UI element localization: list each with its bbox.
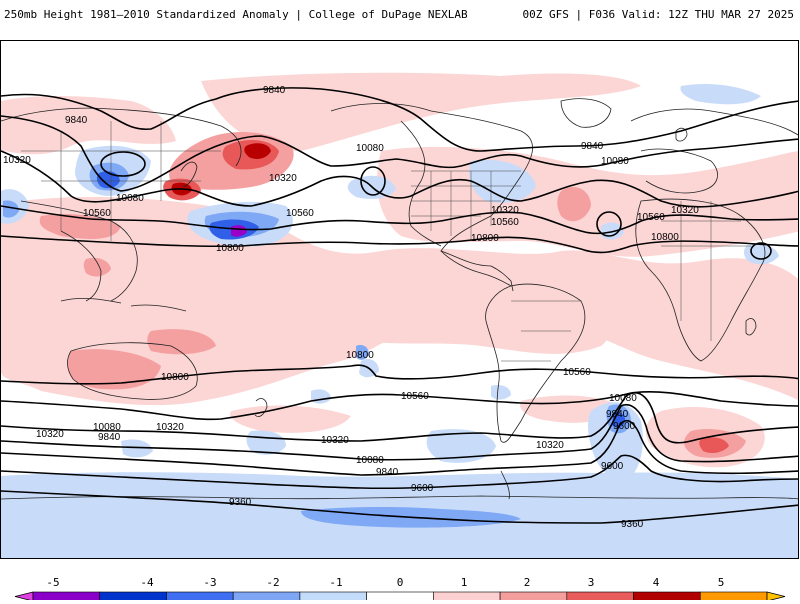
anomaly-map[interactable]: 9840 10320 10080 10560 10800 10320 10080… bbox=[1, 41, 799, 559]
model-run-info: 00Z GFS | F036 Valid: 12Z THU MAR 27 202… bbox=[522, 8, 794, 21]
colorbar-swatch bbox=[166, 591, 234, 602]
contour-10560-south bbox=[1, 391, 798, 421]
contour-9600-south bbox=[1, 454, 798, 490]
contour-label: 10320 bbox=[671, 205, 699, 216]
contour-label: 10560 bbox=[491, 217, 519, 228]
contour-10320-north bbox=[1, 150, 798, 208]
contour-label: 10800 bbox=[471, 233, 499, 244]
contour-9840-south bbox=[1, 419, 798, 476]
contour-label: 10080 bbox=[116, 193, 144, 204]
closed-low-africa bbox=[750, 242, 772, 260]
contour-10080-north bbox=[1, 115, 798, 192]
contour-label: 9360 bbox=[621, 519, 644, 530]
contour-label: 10560 bbox=[637, 212, 665, 223]
colorbar-tick-label: 0 bbox=[396, 576, 404, 589]
colorbar-tick-label: -2 bbox=[266, 576, 280, 589]
colorbar-svg bbox=[14, 591, 786, 602]
contour-label: 10080 bbox=[609, 393, 637, 404]
colorbar-swatch bbox=[699, 591, 768, 602]
colorbar-tick-label: 1 bbox=[460, 576, 468, 589]
contour-label: 10080 bbox=[356, 455, 384, 466]
colorbar-swatch bbox=[99, 591, 167, 602]
contour-label: 10320 bbox=[491, 205, 519, 216]
colorbar-tick-label: -3 bbox=[203, 576, 217, 589]
colorbar-swatch bbox=[633, 591, 701, 602]
negative-anomaly-extreme bbox=[231, 225, 247, 237]
contour-label: 9600 bbox=[613, 421, 636, 432]
contour-label: 10320 bbox=[536, 440, 564, 451]
contour-label: 9360 bbox=[229, 497, 252, 508]
colorbar-swatch bbox=[566, 591, 634, 602]
contour-label: 10560 bbox=[83, 208, 111, 219]
contour-label: 10320 bbox=[321, 435, 349, 446]
contour-10080-south bbox=[1, 404, 798, 463]
contour-label: 9600 bbox=[411, 483, 434, 494]
political-boundaries bbox=[21, 121, 751, 362]
colorbar-swatch bbox=[366, 591, 434, 602]
colorbar bbox=[0, 570, 800, 602]
contour-9840-north bbox=[1, 87, 798, 152]
colorbar-tick-label: 2 bbox=[523, 576, 531, 589]
contour-label: 10320 bbox=[3, 155, 31, 166]
colorbar-tick-label: -5 bbox=[46, 576, 60, 589]
colorbar-swatch bbox=[433, 591, 501, 602]
contour-label: 10800 bbox=[651, 232, 679, 243]
contour-10800-tropics bbox=[1, 235, 798, 254]
colorbar-tick-label: 3 bbox=[587, 576, 595, 589]
header: 250mb Height 1981–2010 Standardized Anom… bbox=[0, 0, 800, 30]
contour-label: 10320 bbox=[269, 173, 297, 184]
contour-label: 9840 bbox=[581, 141, 604, 152]
map-title: 250mb Height 1981–2010 Standardized Anom… bbox=[4, 8, 468, 21]
colorbar-swatch bbox=[14, 591, 34, 602]
height-contours bbox=[1, 87, 798, 524]
contour-label: 10800 bbox=[346, 350, 374, 361]
closed-low-europe bbox=[596, 211, 622, 237]
contour-label: 10080 bbox=[601, 156, 629, 167]
contour-label: 9840 bbox=[263, 85, 286, 96]
closed-low-atlantic bbox=[360, 166, 386, 196]
contour-label: 9840 bbox=[606, 409, 629, 420]
contour-9360-south bbox=[1, 490, 798, 524]
colorbar-tick-label: 5 bbox=[717, 576, 725, 589]
contour-label: 10800 bbox=[216, 243, 244, 254]
colorbar-swatch bbox=[766, 591, 786, 602]
contour-label: 10800 bbox=[161, 372, 189, 383]
colorbar-swatch bbox=[499, 591, 568, 602]
contour-label: 10080 bbox=[93, 422, 121, 433]
map-panel[interactable]: 9840 10320 10080 10560 10800 10320 10080… bbox=[0, 40, 799, 559]
contour-label: 9840 bbox=[98, 432, 121, 443]
contour-label: 10320 bbox=[36, 429, 64, 440]
contour-label: 10560 bbox=[401, 391, 429, 402]
contour-label: 9600 bbox=[601, 461, 624, 472]
colorbar-tick-label: 4 bbox=[652, 576, 660, 589]
colorbar-tick-label: -4 bbox=[140, 576, 154, 589]
anomaly-fills bbox=[1, 72, 798, 558]
colorbar-tick-label: -1 bbox=[329, 576, 343, 589]
colorbar-swatch bbox=[232, 591, 301, 602]
colorbar-swatch bbox=[32, 591, 101, 602]
contour-label: 9840 bbox=[65, 115, 88, 126]
contour-label: 10560 bbox=[563, 367, 591, 378]
contour-label: 9840 bbox=[376, 467, 399, 478]
contour-label: 10320 bbox=[156, 422, 184, 433]
contour-labels: 9840 10320 10080 10560 10800 10320 10080… bbox=[3, 85, 699, 530]
contour-10800-south bbox=[1, 364, 798, 385]
contour-10560-north bbox=[1, 205, 798, 235]
contour-label: 10080 bbox=[356, 143, 384, 154]
contour-10320-south bbox=[1, 392, 798, 444]
colorbar-swatch bbox=[299, 591, 367, 602]
closed-low-pacific bbox=[100, 151, 146, 177]
contour-label: 10560 bbox=[286, 208, 314, 219]
